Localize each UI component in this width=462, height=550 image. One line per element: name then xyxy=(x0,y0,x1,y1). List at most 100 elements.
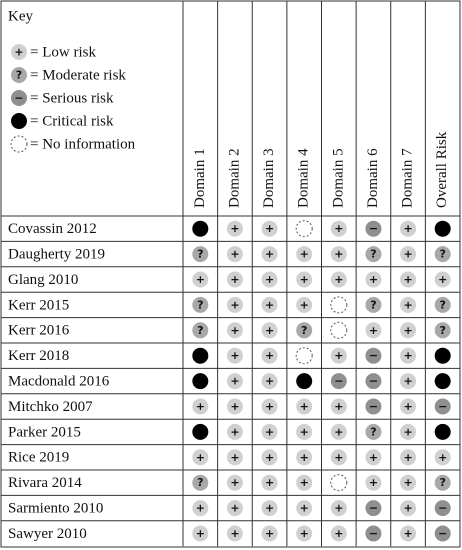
risk-icon xyxy=(365,271,382,288)
risk-icon xyxy=(330,500,347,517)
risk-symbol: + xyxy=(230,298,239,311)
risk-symbol: − xyxy=(369,527,378,540)
risk-symbol: + xyxy=(369,324,378,337)
risk-symbol: + xyxy=(334,425,343,438)
risk-symbol: ? xyxy=(439,298,445,311)
risk-icon xyxy=(11,67,27,83)
risk-icon xyxy=(365,373,382,390)
risk-icon xyxy=(192,373,209,390)
risk-icon xyxy=(330,321,348,339)
risk-icon xyxy=(226,322,243,339)
risk-symbol: + xyxy=(403,502,412,515)
risk-symbol: + xyxy=(265,502,274,515)
risk-icon xyxy=(192,398,209,415)
risk-symbol: + xyxy=(265,400,274,413)
risk-icon xyxy=(400,474,417,491)
risk-icon xyxy=(330,474,348,492)
risk-symbol: + xyxy=(334,349,343,362)
risk-icon xyxy=(11,90,27,106)
risk-icon xyxy=(400,246,417,263)
risk-symbol: + xyxy=(230,476,239,489)
risk-symbol: + xyxy=(230,451,239,464)
risk-icon xyxy=(226,271,243,288)
risk-icon xyxy=(192,271,209,288)
risk-icon xyxy=(400,423,417,440)
risk-icon xyxy=(365,525,382,542)
risk-icon xyxy=(192,449,209,466)
risk-icon xyxy=(192,296,209,313)
risk-icon xyxy=(226,373,243,390)
risk-icon xyxy=(226,347,243,364)
risk-symbol: + xyxy=(230,324,239,337)
risk-symbol: + xyxy=(334,451,343,464)
risk-icon xyxy=(296,423,313,440)
risk-symbol: + xyxy=(334,222,343,235)
risk-symbol: + xyxy=(300,298,309,311)
risk-icon xyxy=(330,347,347,364)
study-name: Covassin 2012 xyxy=(8,221,97,237)
risk-icon xyxy=(261,449,278,466)
risk-icon xyxy=(400,525,417,542)
risk-symbol: ? xyxy=(16,69,22,82)
risk-icon xyxy=(192,246,209,263)
risk-symbol: + xyxy=(230,375,239,388)
risk-icon xyxy=(434,398,451,415)
risk-icon xyxy=(330,373,347,390)
risk-symbol: + xyxy=(403,324,412,337)
risk-symbol: + xyxy=(403,273,412,286)
risk-symbol: ? xyxy=(439,248,445,261)
risk-icon xyxy=(400,296,417,313)
risk-icon xyxy=(226,449,243,466)
risk-symbol: + xyxy=(369,451,378,464)
risk-symbol: + xyxy=(230,222,239,235)
risk-icon xyxy=(434,500,451,517)
risk-symbol: + xyxy=(403,349,412,362)
risk-symbol: ? xyxy=(439,476,445,489)
risk-symbol: + xyxy=(265,273,274,286)
risk-symbol: + xyxy=(438,273,447,286)
risk-icon xyxy=(434,322,451,339)
risk-icon xyxy=(434,220,451,237)
risk-icon xyxy=(192,322,209,339)
risk-symbol: + xyxy=(265,324,274,337)
risk-icon xyxy=(261,296,278,313)
risk-icon xyxy=(296,474,313,491)
risk-symbol: + xyxy=(334,400,343,413)
risk-icon xyxy=(226,474,243,491)
risk-icon xyxy=(365,296,382,313)
key-label: = Low risk xyxy=(30,44,96,60)
study-name: Sawyer 2010 xyxy=(8,526,87,542)
risk-symbol: + xyxy=(265,527,274,540)
risk-symbol: + xyxy=(265,451,274,464)
risk-symbol: ? xyxy=(370,298,376,311)
study-name: Kerr 2016 xyxy=(8,323,70,339)
risk-symbol: + xyxy=(265,425,274,438)
study-name: Sarmiento 2010 xyxy=(8,501,103,517)
risk-icon xyxy=(192,423,209,440)
risk-symbol: + xyxy=(230,502,239,515)
key-label: = Critical risk xyxy=(30,113,114,129)
risk-icon xyxy=(296,322,313,339)
risk-icon xyxy=(261,347,278,364)
risk-icon xyxy=(400,373,417,390)
risk-icon xyxy=(434,525,451,542)
study-name: Kerr 2018 xyxy=(8,348,69,364)
risk-symbol: − xyxy=(369,502,378,515)
risk-icon xyxy=(261,525,278,542)
risk-symbol: − xyxy=(438,502,447,515)
risk-icon xyxy=(10,135,28,153)
risk-icon xyxy=(365,398,382,415)
risk-symbol: + xyxy=(230,527,239,540)
risk-symbol: − xyxy=(334,375,343,388)
risk-symbol: + xyxy=(265,349,274,362)
risk-symbol: + xyxy=(300,248,309,261)
risk-symbol: + xyxy=(265,222,274,235)
risk-symbol: − xyxy=(438,400,447,413)
column-header: Domain 6 xyxy=(365,148,381,208)
risk-icon xyxy=(296,449,313,466)
risk-icon xyxy=(295,220,313,238)
risk-icon xyxy=(365,449,382,466)
risk-symbol: + xyxy=(438,451,447,464)
column-header: Domain 7 xyxy=(400,148,416,208)
